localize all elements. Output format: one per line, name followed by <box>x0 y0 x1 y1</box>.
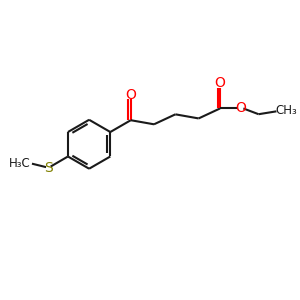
Text: CH₃: CH₃ <box>275 104 297 117</box>
Text: O: O <box>235 101 246 116</box>
Text: H₃C: H₃C <box>9 157 31 169</box>
Text: O: O <box>125 88 136 102</box>
Text: S: S <box>45 161 53 175</box>
Text: O: O <box>214 76 226 90</box>
